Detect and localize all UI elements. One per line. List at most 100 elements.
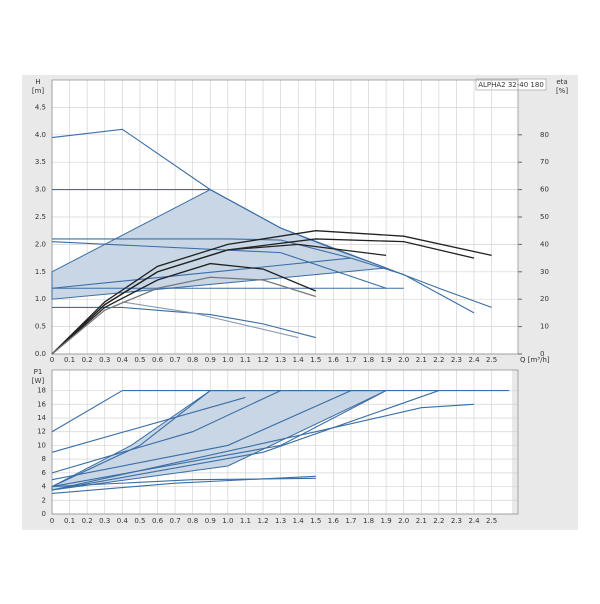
- y2-tick-label: 10: [540, 323, 549, 331]
- y-tick-label: 1.0: [35, 295, 46, 303]
- y-tick-label: 8: [42, 455, 46, 463]
- y2-tick-label: 60: [540, 186, 549, 194]
- y2-tick-label: 20: [540, 295, 549, 303]
- x-tick-label: 0.3: [99, 356, 110, 364]
- x-tick-label: 1.5: [310, 356, 321, 364]
- x-tick-label: 0.1: [64, 356, 75, 364]
- y2-tick-label: 50: [540, 213, 549, 221]
- x-tick-label: 0: [50, 356, 54, 364]
- x-tick-label: 0: [50, 517, 54, 525]
- y2-unit: [%]: [556, 87, 568, 95]
- x-tick-label: 2.4: [468, 517, 480, 525]
- x-tick-label: 2.3: [451, 517, 462, 525]
- y-tick-label: 4.0: [35, 131, 46, 139]
- y-tick-label: 14: [37, 414, 46, 422]
- y-label: H: [35, 78, 40, 86]
- x-tick-label: 1.1: [240, 517, 251, 525]
- y-tick-label: 16: [37, 400, 46, 408]
- y-unit: [m]: [32, 87, 45, 95]
- x-tick-label: 1.4: [293, 517, 305, 525]
- x-tick-label: 2.5: [486, 517, 497, 525]
- x-tick-label: 0.1: [64, 517, 75, 525]
- x-tick-label: 0.3: [99, 517, 110, 525]
- y2-tick-label: 80: [540, 131, 549, 139]
- y-tick-label: 18: [37, 387, 46, 395]
- y-tick-label: 1.5: [35, 268, 46, 276]
- chart-title: ALPHA2 32-40 180: [478, 81, 544, 89]
- curve: [51, 390, 281, 474]
- y-tick-label: 2: [42, 496, 46, 504]
- y-tick-label: 12: [37, 428, 46, 436]
- curve: [51, 262, 317, 355]
- x-label: Q [m³/h]: [520, 356, 550, 364]
- x-tick-label: 2.0: [398, 356, 409, 364]
- x-tick-label: 2.4: [468, 356, 480, 364]
- curve: [51, 241, 387, 289]
- x-tick-label: 1.8: [363, 517, 374, 525]
- x-tick-label: 0.5: [134, 517, 145, 525]
- x-tick-label: 1.9: [381, 517, 392, 525]
- curve: [51, 257, 351, 289]
- curve: [51, 230, 492, 355]
- y-tick-label: 6: [42, 469, 47, 477]
- y-tick-label: 2.5: [35, 213, 46, 221]
- x-tick-label: 1.1: [240, 356, 251, 364]
- x-tick-label: 2.0: [398, 517, 409, 525]
- x-tick-label: 1.6: [328, 356, 340, 364]
- curve: [51, 477, 316, 488]
- x-tick-label: 0.4: [117, 356, 129, 364]
- x-tick-label: 2.3: [451, 356, 462, 364]
- y-label: P1: [34, 368, 43, 376]
- y2-tick-label: 30: [540, 268, 549, 276]
- x-tick-label: 1.3: [275, 517, 286, 525]
- x-tick-label: 1.7: [345, 517, 356, 525]
- curve: [51, 390, 123, 433]
- x-tick-label: 0.7: [170, 356, 181, 364]
- x-tick-label: 1.9: [381, 356, 392, 364]
- curve: [51, 390, 352, 481]
- y-tick-label: 10: [37, 441, 46, 449]
- curve: [51, 390, 211, 488]
- y-tick-label: 4.5: [35, 103, 46, 111]
- y-tick-label: 2.0: [35, 240, 46, 248]
- curve: [51, 396, 246, 453]
- x-tick-label: 0.9: [205, 356, 216, 364]
- area: [51, 189, 387, 300]
- curve: [51, 128, 492, 308]
- x-tick-label: 0.5: [134, 356, 145, 364]
- x-tick-label: 1.7: [345, 356, 356, 364]
- x-tick-label: 2.2: [433, 356, 444, 364]
- curve: [51, 390, 440, 491]
- x-tick-label: 0.8: [187, 356, 198, 364]
- x-tick-label: 1.2: [257, 356, 268, 364]
- y2-tick-label: 0: [540, 350, 544, 358]
- y-tick-label: 0: [42, 510, 46, 518]
- y-tick-label: 3.5: [35, 158, 46, 166]
- y2-tick-label: 70: [540, 158, 549, 166]
- curve: [122, 301, 299, 339]
- x-tick-label: 2.5: [486, 356, 497, 364]
- title-box: [475, 78, 547, 91]
- plot-frame: [51, 369, 519, 515]
- y-tick-label: 4: [42, 483, 47, 491]
- x-tick-label: 1.8: [363, 356, 374, 364]
- y-tick-label: 0.0: [35, 350, 46, 358]
- x-tick-label: 1.5: [310, 517, 321, 525]
- curve: [52, 238, 475, 314]
- x-tick-label: 0.4: [117, 517, 129, 525]
- x-tick-label: 1.0: [222, 356, 233, 364]
- x-tick-label: 0.2: [82, 517, 93, 525]
- x-tick-label: 1.4: [293, 356, 305, 364]
- curve: [51, 276, 316, 355]
- x-tick-label: 1.6: [328, 517, 340, 525]
- x-tick-label: 1.0: [222, 517, 233, 525]
- plot-frame: [51, 79, 519, 355]
- y2-tick-label: 40: [540, 240, 549, 248]
- x-tick-label: 0.6: [152, 356, 164, 364]
- x-tick-label: 0.2: [82, 356, 93, 364]
- x-tick-label: 2.2: [433, 517, 444, 525]
- y-tick-label: 0.5: [35, 323, 46, 331]
- y-tick-label: 3.0: [35, 186, 46, 194]
- x-tick-label: 0.8: [187, 517, 198, 525]
- curve: [51, 403, 475, 491]
